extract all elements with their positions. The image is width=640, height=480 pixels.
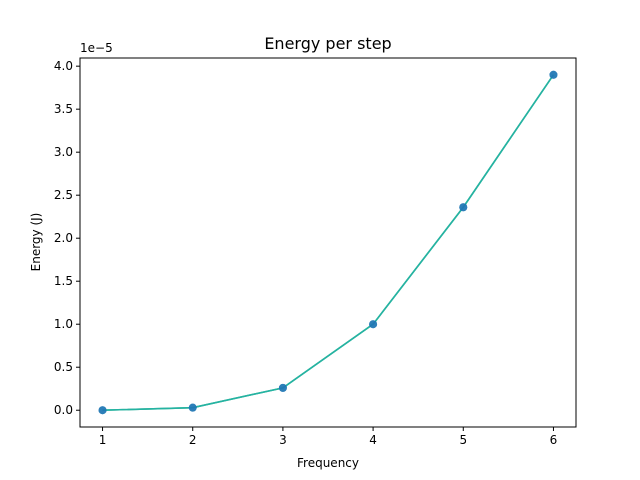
y-tick-label: 0.5	[54, 360, 73, 374]
x-axis-ticks: 1 2 3 4 5 6	[99, 427, 558, 447]
x-tick-label: 1	[99, 433, 107, 447]
x-tick-label: 5	[459, 433, 467, 447]
x-axis-label: Frequency	[297, 456, 359, 470]
series-line	[102, 74, 555, 412]
y-tick-label: 1.5	[54, 274, 73, 288]
y-tick-label: 3.5	[54, 102, 73, 116]
x-tick-label: 2	[189, 433, 197, 447]
y-axis-ticks: 0.0 0.5 1.0 1.5 2.0 2.5 3.0 3.5 4.0	[54, 59, 80, 417]
series-line	[102, 74, 555, 412]
x-tick-label: 4	[369, 433, 377, 447]
x-tick-label: 6	[550, 433, 558, 447]
data-point	[278, 383, 287, 392]
x-tick-label: 3	[279, 433, 287, 447]
y-tick-label: 1.0	[54, 317, 73, 331]
chart-title: Energy per step	[264, 34, 391, 53]
y-tick-label: 2.0	[54, 231, 73, 245]
y-tick-label: 3.0	[54, 145, 73, 159]
y-tick-label: 0.0	[54, 403, 73, 417]
series-line	[102, 74, 555, 412]
data-point	[369, 320, 378, 329]
data-point	[459, 203, 468, 212]
data-point	[549, 70, 558, 79]
data-point	[98, 406, 107, 415]
y-offset-label: 1e−5	[80, 41, 113, 55]
axes-frame	[79, 57, 577, 428]
data-point	[188, 403, 197, 412]
plot-area	[98, 70, 558, 415]
y-tick-label: 4.0	[54, 59, 73, 73]
y-tick-label: 2.5	[54, 188, 73, 202]
y-axis-label: Energy (J)	[29, 213, 43, 272]
